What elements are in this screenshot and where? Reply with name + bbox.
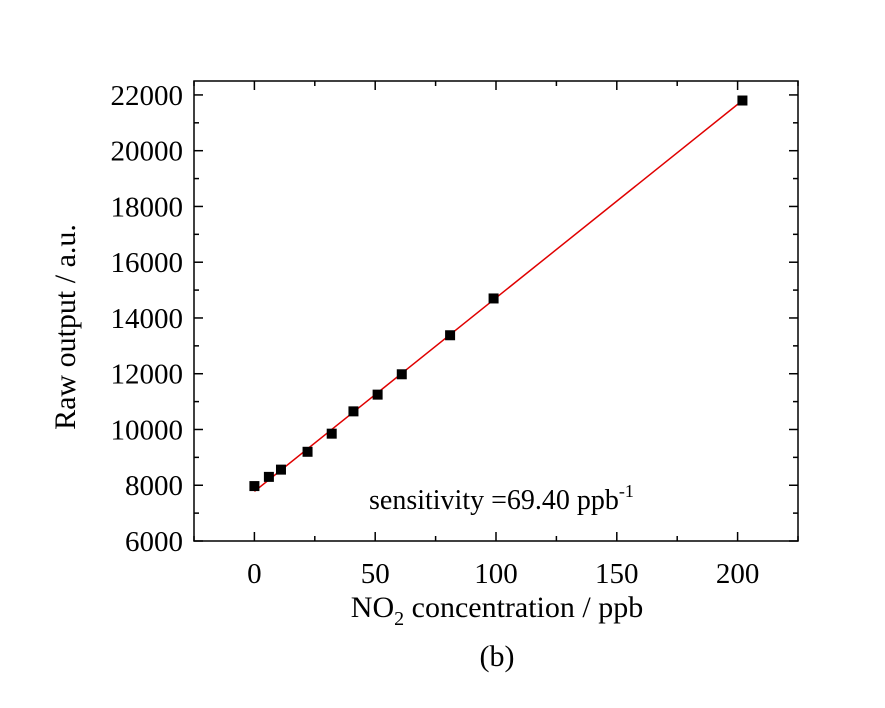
data-markers (249, 95, 748, 492)
sensitivity-annotation-main: sensitivity =69.40 ppb (369, 485, 619, 516)
data-point (302, 446, 313, 457)
data-point (737, 95, 748, 106)
sensitivity-annotation: sensitivity =69.40 ppb-1 (369, 481, 634, 516)
x-axis-label-rest: concentration / ppb (404, 591, 643, 624)
data-point (348, 406, 359, 417)
x-tick-label: 150 (595, 558, 639, 590)
x-axis-label-main: NO (351, 591, 394, 624)
x-tick-label: 100 (474, 558, 518, 590)
x-tick-label: 200 (716, 558, 760, 590)
x-axis-label: NO2 concentration / ppb (351, 591, 643, 630)
data-point (326, 428, 337, 439)
y-tick-label: 16000 (111, 247, 184, 279)
plot-frame (193, 80, 799, 542)
y-axis-label: Raw output / a.u. (49, 224, 82, 430)
data-point (249, 481, 260, 492)
x-tick-label: 50 (361, 558, 390, 590)
panel-label: (b) (480, 640, 515, 673)
y-tick-label: 8000 (125, 470, 183, 502)
y-tick-label: 10000 (111, 414, 184, 446)
y-tick-label: 12000 (111, 359, 184, 391)
y-tick-label: 18000 (111, 191, 184, 223)
tick-labels: 0 50 100 150 200 6000 8000 10000 12000 14000 16000… (111, 80, 760, 590)
sensitivity-annotation-superscript: -1 (619, 481, 634, 501)
y-tick-label: 14000 (111, 303, 184, 335)
data-point (396, 369, 407, 380)
data-point (445, 330, 456, 341)
data-point (263, 471, 274, 482)
data-point (488, 293, 499, 304)
x-tick-label: 0 (247, 558, 262, 590)
y-tick-label: 20000 (111, 136, 184, 168)
y-tick-label: 6000 (125, 526, 183, 558)
data-point (275, 464, 286, 475)
x-axis-label-subscript: 2 (394, 608, 404, 630)
y-tick-label: 22000 (111, 80, 184, 112)
data-point (372, 389, 383, 400)
